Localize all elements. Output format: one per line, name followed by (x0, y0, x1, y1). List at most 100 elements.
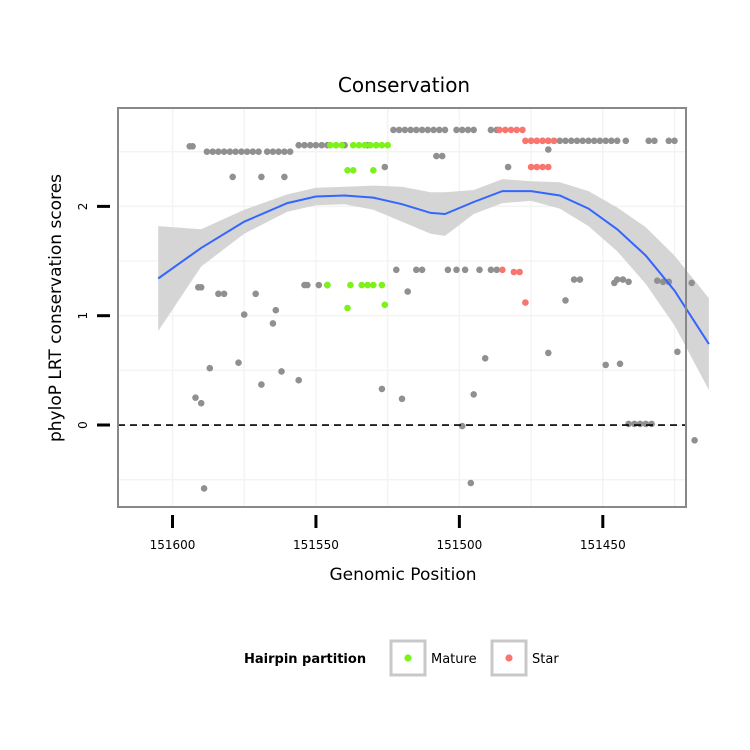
data-point-other (240, 311, 248, 318)
data-point-other (197, 284, 205, 291)
data-point-mature (347, 281, 354, 289)
data-point-other (430, 126, 437, 134)
data-point-other (395, 126, 403, 134)
data-point-other (238, 148, 245, 155)
data-point-other (441, 126, 449, 134)
y-axis-title: phyloP LRT conservation scores (46, 174, 66, 442)
data-point-mature (384, 141, 392, 149)
data-point-other (407, 126, 414, 134)
data-point-other (258, 173, 265, 181)
data-point-other (613, 276, 621, 283)
data-point-other (413, 266, 420, 274)
data-point-other (226, 148, 234, 155)
data-point-other (301, 141, 308, 149)
data-point-other (381, 163, 389, 171)
legend-label-star: Star (532, 652, 559, 667)
data-point-star (539, 163, 546, 171)
data-point-other (570, 276, 578, 283)
data-point-other (602, 361, 609, 369)
y-tick-label: 1 (76, 312, 90, 320)
data-point-other (401, 126, 409, 134)
data-point-other (312, 141, 320, 149)
data-point-other (436, 126, 443, 134)
legend-label-mature: Mature (431, 652, 477, 667)
data-point-star (516, 268, 523, 276)
x-tick-label: 151450 (580, 538, 626, 552)
data-point-other (215, 290, 222, 298)
data-point-other (315, 281, 323, 289)
data-point-other (378, 385, 386, 393)
data-point-other (418, 266, 426, 274)
panel-background (118, 108, 686, 507)
data-point-other (568, 137, 575, 145)
data-point-other (665, 137, 673, 145)
data-point-star (527, 163, 535, 171)
data-point-other (476, 266, 483, 274)
data-point-other (691, 437, 698, 444)
data-point-other (573, 137, 581, 145)
data-point-other (688, 279, 695, 287)
data-point-other (304, 281, 311, 289)
data-point-other (622, 137, 630, 145)
data-point-mature (358, 281, 366, 289)
data-point-mature (349, 167, 357, 174)
data-point-star (510, 268, 518, 276)
data-point-mature (364, 281, 371, 289)
data-point-other (252, 290, 259, 298)
data-point-other (286, 148, 294, 155)
data-point-other (671, 137, 678, 145)
data-point-other (272, 306, 280, 314)
x-tick-label: 151600 (150, 538, 196, 552)
data-point-mature (338, 141, 346, 149)
data-point-mature (327, 141, 334, 149)
data-point-other (206, 364, 214, 372)
data-point-other (642, 420, 650, 428)
data-point-star (507, 126, 515, 134)
data-point-star (539, 137, 546, 145)
data-point-other (645, 137, 652, 145)
data-point-other (433, 152, 440, 160)
data-point-other (487, 266, 495, 274)
data-point-other (413, 126, 420, 134)
data-point-mature (344, 304, 351, 312)
data-point-mature (344, 167, 351, 174)
data-point-other (275, 148, 282, 155)
data-point-star (519, 126, 526, 134)
data-point-other (481, 355, 489, 362)
data-point-other (232, 148, 239, 155)
data-point-mature (367, 141, 374, 149)
data-point-other (215, 148, 222, 155)
data-point-other (306, 141, 314, 149)
data-point-other (269, 320, 277, 327)
data-point-mature (381, 301, 389, 309)
data-point-other (203, 148, 211, 155)
smooth-line (157, 190, 710, 345)
data-point-star (502, 126, 509, 134)
data-point-mature (324, 281, 331, 289)
data-point-other (438, 152, 446, 160)
data-point-other (625, 420, 632, 428)
data-point-other (619, 276, 627, 283)
data-point-star (550, 137, 558, 145)
data-point-other (281, 173, 288, 181)
data-point-other (458, 126, 466, 134)
data-point-other (648, 420, 655, 428)
data-point-star (545, 137, 552, 145)
data-point-other (608, 137, 615, 145)
x-tick-label: 151550 (293, 538, 339, 552)
chart-title: Conservation (338, 73, 470, 97)
data-point-other (197, 399, 205, 407)
data-point-star (545, 163, 552, 171)
data-point-other (596, 137, 604, 145)
data-point-other (258, 381, 265, 388)
legend-title: Hairpin partition (244, 652, 366, 667)
data-point-mature (370, 167, 377, 174)
legend-dot-mature (404, 654, 412, 662)
data-point-star (522, 299, 529, 306)
data-point-other (579, 137, 586, 145)
x-axis-title: Genomic Position (329, 565, 476, 585)
data-point-other (602, 137, 609, 145)
legend: Hairpin partition Mature Star (244, 639, 559, 677)
data-point-other (585, 137, 592, 145)
